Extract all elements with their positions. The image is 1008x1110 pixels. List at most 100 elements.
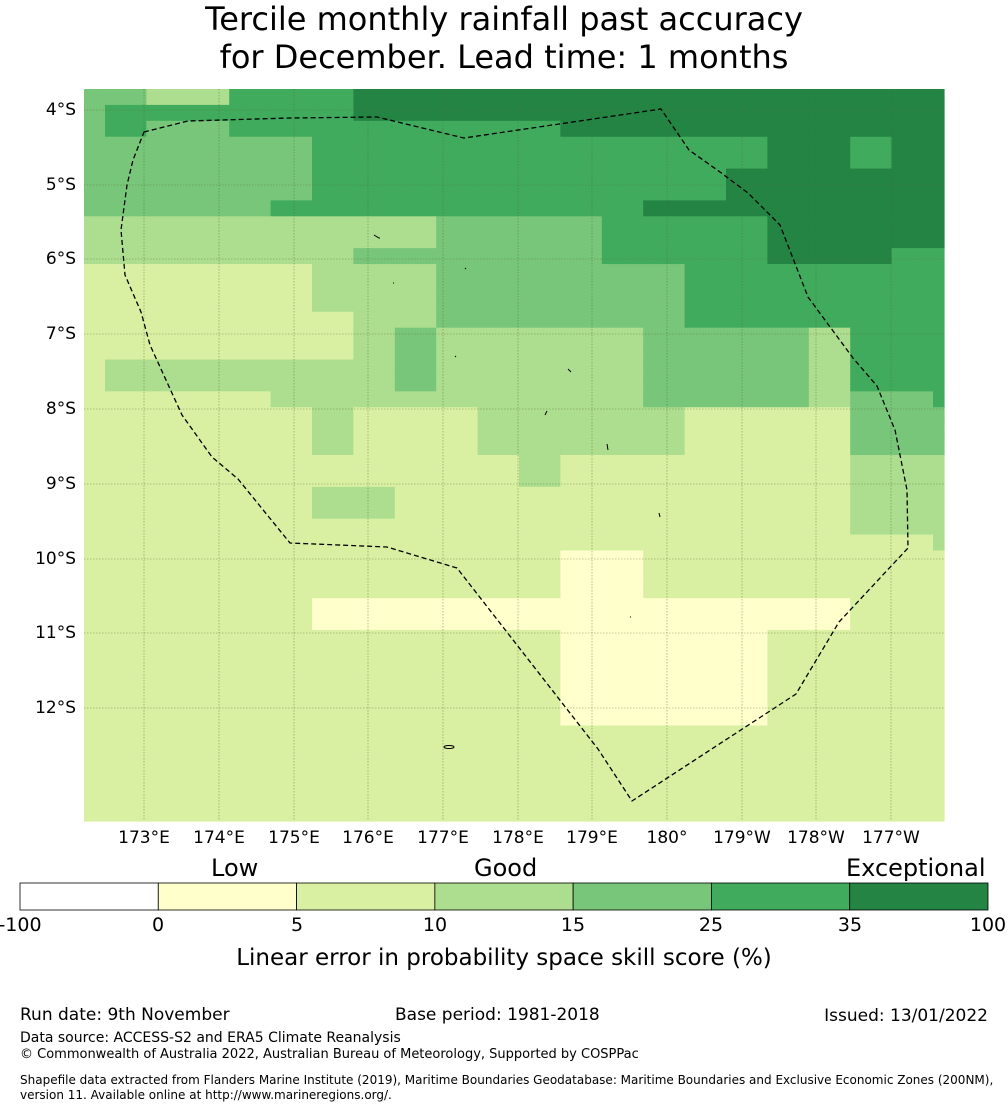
- grid-cell: [684, 136, 727, 154]
- grid-cell: [519, 407, 561, 424]
- grid-cell: [933, 805, 945, 822]
- grid-cell: [767, 264, 810, 281]
- grid-cell: [850, 582, 893, 599]
- grid-cell: [850, 773, 893, 790]
- grid-cell: [436, 248, 479, 265]
- grid-cell: [808, 136, 851, 154]
- grid-cell: [477, 136, 520, 154]
- grid-cell: [933, 295, 945, 313]
- grid-cell: [146, 805, 189, 822]
- colorbar: [19, 882, 989, 911]
- grid-cell: [84, 486, 106, 504]
- grid-cell: [146, 216, 189, 233]
- grid-cell: [601, 725, 644, 743]
- grid-cell: [891, 248, 934, 265]
- grid-cell: [726, 248, 768, 265]
- grid-cell: [312, 200, 354, 217]
- grid-cell: [105, 423, 147, 440]
- grid-cell: [394, 295, 437, 313]
- grid-cell: [146, 311, 189, 329]
- grid-cell: [601, 232, 644, 249]
- grid-cell: [850, 741, 893, 758]
- grid-cell: [767, 455, 810, 472]
- grid-cell: [891, 343, 934, 361]
- grid-cell: [684, 677, 727, 695]
- grid-cell: [726, 566, 768, 583]
- grid-cell: [229, 184, 272, 201]
- grid-cell: [767, 359, 810, 377]
- grid-cell: [891, 741, 934, 758]
- grid-cell: [601, 439, 644, 456]
- grid-cell: [933, 327, 945, 345]
- grid-cell: [229, 152, 272, 170]
- grid-cell: [850, 232, 893, 249]
- grid-cell: [105, 311, 147, 329]
- grid-cell: [353, 757, 396, 774]
- grid-cell: [312, 391, 354, 408]
- grid-cell: [312, 709, 354, 727]
- grid-cell: [353, 136, 396, 154]
- grid-cell: [933, 120, 945, 138]
- grid-cell: [726, 725, 768, 743]
- grid-cell: [601, 677, 644, 695]
- grid-cell: [436, 773, 479, 790]
- grid-cell: [312, 104, 354, 122]
- grid-cell: [808, 232, 851, 249]
- grid-cell: [312, 534, 354, 552]
- grid-cell: [105, 677, 147, 695]
- grid-cell: [229, 216, 272, 233]
- grid-cell: [229, 248, 272, 265]
- grid-cell: [933, 407, 945, 424]
- grid-cell: [84, 661, 106, 679]
- grid-cell: [270, 757, 313, 774]
- grid-cell: [601, 391, 644, 408]
- colorbar-segment: [711, 882, 851, 911]
- grid-cell: [84, 120, 106, 138]
- grid-cell: [105, 486, 147, 504]
- grid-cell: [684, 279, 727, 297]
- grid-cell: [394, 120, 437, 138]
- grid-cell: [436, 407, 479, 424]
- grid-cell: [146, 630, 189, 647]
- grid-cell: [353, 391, 396, 408]
- grid-cell: [601, 89, 644, 106]
- grid-cell: [560, 375, 603, 392]
- grid-cell: [84, 104, 106, 122]
- grid-cell: [312, 614, 354, 631]
- grid-cell: [394, 677, 437, 695]
- grid-cell: [808, 725, 851, 743]
- grid-cell: [312, 789, 354, 806]
- grid-cell: [519, 311, 561, 329]
- grid-cell: [850, 104, 893, 122]
- grid-cell: [850, 470, 893, 488]
- grid-cell: [312, 295, 354, 313]
- grid-cell: [519, 200, 561, 217]
- grid-cell: [270, 582, 313, 599]
- grid-cell: [519, 359, 561, 377]
- grid-cell: [519, 630, 561, 647]
- grid-cell: [270, 630, 313, 647]
- grid-cell: [187, 661, 230, 679]
- grid-cell: [270, 439, 313, 456]
- grid-cell: [312, 757, 354, 774]
- grid-cell: [726, 89, 768, 106]
- colorbar-tick: 35: [837, 914, 863, 936]
- grid-cell: [933, 709, 945, 727]
- grid-cell: [353, 152, 396, 170]
- grid-cell: [767, 725, 810, 743]
- grid-cell: [477, 709, 520, 727]
- grid-cell: [767, 327, 810, 345]
- grid-cell: [726, 709, 768, 727]
- grid-cell: [850, 168, 893, 186]
- grid-cell: [436, 789, 479, 806]
- grid-cell: [808, 502, 851, 520]
- grid-cell: [84, 136, 106, 154]
- grid-cell: [891, 693, 934, 711]
- grid-cell: [394, 598, 437, 615]
- grid-cell: [684, 470, 727, 488]
- grid-cell: [933, 502, 945, 520]
- lat-label: 9°S: [45, 474, 76, 494]
- grid-cell: [684, 598, 727, 615]
- grid-cell: [105, 534, 147, 552]
- grid-cell: [808, 693, 851, 711]
